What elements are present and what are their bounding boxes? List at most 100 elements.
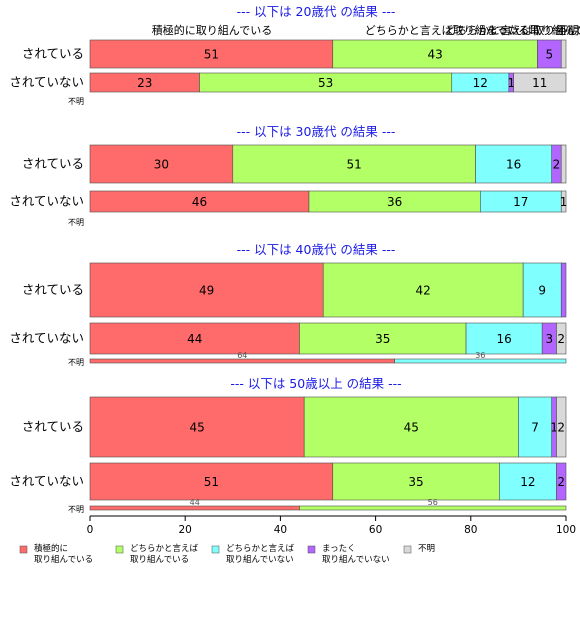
row-label: されている xyxy=(22,46,84,61)
row-label: されている xyxy=(22,419,84,434)
row-label: 不明 xyxy=(68,358,84,367)
bar-segment xyxy=(394,358,567,364)
data-label: 17 xyxy=(513,195,528,209)
data-label: 45 xyxy=(404,421,419,435)
row-label: 不明 xyxy=(68,97,84,106)
row-label: されていない xyxy=(9,474,84,489)
legend-label: どちらかと言えば xyxy=(130,543,199,554)
data-label: 42 xyxy=(416,284,431,298)
x-tick-label: 0 xyxy=(87,524,94,536)
data-label: 16 xyxy=(496,332,511,346)
data-label: 5 xyxy=(546,48,554,62)
legend-label: まったく xyxy=(322,544,356,554)
data-label: 56 xyxy=(428,498,438,507)
data-label: 51 xyxy=(347,158,362,172)
legend-swatch xyxy=(403,545,412,554)
bar-segment xyxy=(332,39,538,69)
bar-segment xyxy=(332,462,500,501)
row-label: されていない xyxy=(9,75,84,90)
legend-swatch xyxy=(19,545,28,554)
bar-segment xyxy=(299,505,567,511)
legend-label: 取り組んでいない xyxy=(226,554,294,565)
bar-segment xyxy=(465,322,543,355)
row-label: されていない xyxy=(9,194,84,209)
x-tick-label: 40 xyxy=(274,524,287,536)
bar-segment xyxy=(89,322,300,355)
bar-segment xyxy=(560,190,567,213)
bar-segment xyxy=(556,322,567,355)
bar-segment xyxy=(560,262,567,318)
legend-label: 不明 xyxy=(418,544,435,554)
data-label: 45 xyxy=(189,421,204,435)
row-label: されている xyxy=(22,156,84,171)
data-label: 12 xyxy=(520,475,535,489)
row-label: 不明 xyxy=(68,218,84,227)
data-label: 11 xyxy=(532,76,547,90)
data-label: 12 xyxy=(473,76,488,90)
bar-segment xyxy=(560,144,567,184)
bar-segment xyxy=(499,462,557,501)
x-tick-label: 100 xyxy=(556,524,576,536)
x-tick-label: 60 xyxy=(369,524,382,536)
legend-label: 取り組んでいる xyxy=(130,554,189,565)
data-label: 2 xyxy=(557,475,565,489)
data-label: 1 xyxy=(550,421,558,435)
panel-title: --- 以下は 20歳代 の結果 --- xyxy=(237,4,396,19)
data-label: 2 xyxy=(557,332,565,346)
data-label: 36 xyxy=(475,351,485,360)
legend-swatch xyxy=(115,545,124,554)
data-label: 2 xyxy=(557,421,565,435)
data-label: 3 xyxy=(546,332,554,346)
legend-swatch xyxy=(307,545,316,554)
data-label: 35 xyxy=(375,332,390,346)
bar-segment xyxy=(89,144,234,184)
bar-segment xyxy=(322,262,524,318)
panel-title: --- 以下は 50歳以上 の結果 --- xyxy=(230,376,401,391)
data-label: 44 xyxy=(187,332,202,346)
panel-title: --- 以下は 30歳代 の結果 --- xyxy=(237,124,396,139)
bar-segment xyxy=(475,144,553,184)
data-label: 30 xyxy=(154,158,169,172)
bar-segment xyxy=(556,462,567,501)
data-label: 9 xyxy=(538,284,546,298)
bar-segment xyxy=(560,39,567,69)
legend-label: どちらかと言えば xyxy=(226,543,295,554)
data-label: 43 xyxy=(427,48,442,62)
bar-segment xyxy=(303,396,519,458)
data-label: 7 xyxy=(531,421,539,435)
legend-swatch xyxy=(211,545,220,554)
bar-segment xyxy=(232,144,476,184)
data-label: 35 xyxy=(408,475,423,489)
data-label: 23 xyxy=(137,76,152,90)
data-label: 46 xyxy=(192,195,207,209)
data-label: 51 xyxy=(204,48,219,62)
data-label: 2 xyxy=(553,158,561,172)
bar-segment xyxy=(518,396,553,458)
data-label: 16 xyxy=(506,158,521,172)
bar-segment xyxy=(89,396,305,458)
data-label: 1 xyxy=(560,195,568,209)
data-label: 36 xyxy=(387,195,402,209)
panel-title: --- 以下は 40歳代 の結果 --- xyxy=(237,242,396,257)
legend-label: 取り組んでいない xyxy=(322,554,390,565)
row-label: されていない xyxy=(9,331,84,346)
data-label: 64 xyxy=(237,351,247,360)
data-label: 44 xyxy=(190,498,200,507)
data-label: 53 xyxy=(318,76,333,90)
row-label: 不明 xyxy=(68,505,84,514)
bar-segment xyxy=(89,262,324,318)
category-header: 積極的に取り組んでいる xyxy=(152,23,272,37)
bar-segment xyxy=(89,462,334,501)
legend-label: 取り組んでいる xyxy=(34,554,93,565)
bar-segment xyxy=(513,72,567,93)
data-label: 51 xyxy=(204,475,219,489)
data-label: 1 xyxy=(507,76,515,90)
data-label: 49 xyxy=(199,284,214,298)
bar-segment xyxy=(556,396,567,458)
bar-segment xyxy=(89,39,334,69)
category-header: 不明 xyxy=(557,24,579,37)
category-header: どちらかと言えば取り組んでいる xyxy=(365,24,529,37)
